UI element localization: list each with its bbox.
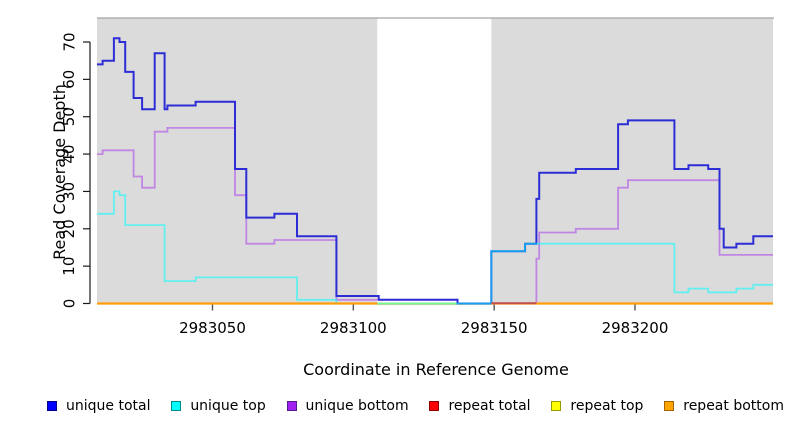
legend-swatch-icon <box>47 401 57 411</box>
legend-item-unique-bottom: unique bottom <box>286 398 409 414</box>
legend-swatch-icon <box>171 401 182 411</box>
legend-label: unique top <box>190 398 266 414</box>
legend-item-unique-top: unique top <box>171 398 266 414</box>
legend-label: repeat top <box>570 398 644 414</box>
shaded-region <box>97 18 378 304</box>
series-unique-bottom <box>97 127 773 305</box>
legend-swatch-icon <box>664 401 675 411</box>
x-tick-label: 2983200 <box>602 319 669 337</box>
series-unique-total <box>97 37 773 305</box>
y-tick-label: 0 <box>60 299 78 309</box>
y-tick-label: 40 <box>60 145 78 164</box>
legend-item-unique-total: unique total <box>47 398 150 414</box>
legend-label: unique bottom <box>305 398 409 414</box>
series-unique-top <box>97 190 773 305</box>
x-tick-label: 2983050 <box>179 319 246 337</box>
y-tick-label: 60 <box>60 70 78 89</box>
legend-swatch-icon <box>286 401 297 411</box>
y-tick-label: 30 <box>60 182 78 201</box>
x-tick-label: 2983150 <box>461 319 528 337</box>
y-tick-label: 10 <box>60 257 78 276</box>
legend-item-repeat-bottom: repeat bottom <box>664 398 784 414</box>
legend-label: repeat total <box>448 398 531 414</box>
y-tick-label: 20 <box>60 219 78 238</box>
legend: unique total unique top unique bottom repea… <box>47 396 784 416</box>
y-tick-label: 70 <box>60 32 78 51</box>
legend-swatch-icon <box>551 401 562 411</box>
legend-item-repeat-total: repeat total <box>429 398 531 414</box>
legend-label: repeat bottom <box>683 398 784 414</box>
x-axis-title: Coordinate in Reference Genome <box>303 360 569 379</box>
y-axis-title: Read Coverage Depth <box>50 84 69 260</box>
x-tick-label: 2983100 <box>320 319 387 337</box>
legend-swatch-icon <box>429 401 440 411</box>
legend-item-repeat-top: repeat top <box>551 398 643 414</box>
y-tick-label: 50 <box>60 107 78 126</box>
legend-label: unique total <box>66 398 151 414</box>
shaded-region <box>491 18 773 304</box>
